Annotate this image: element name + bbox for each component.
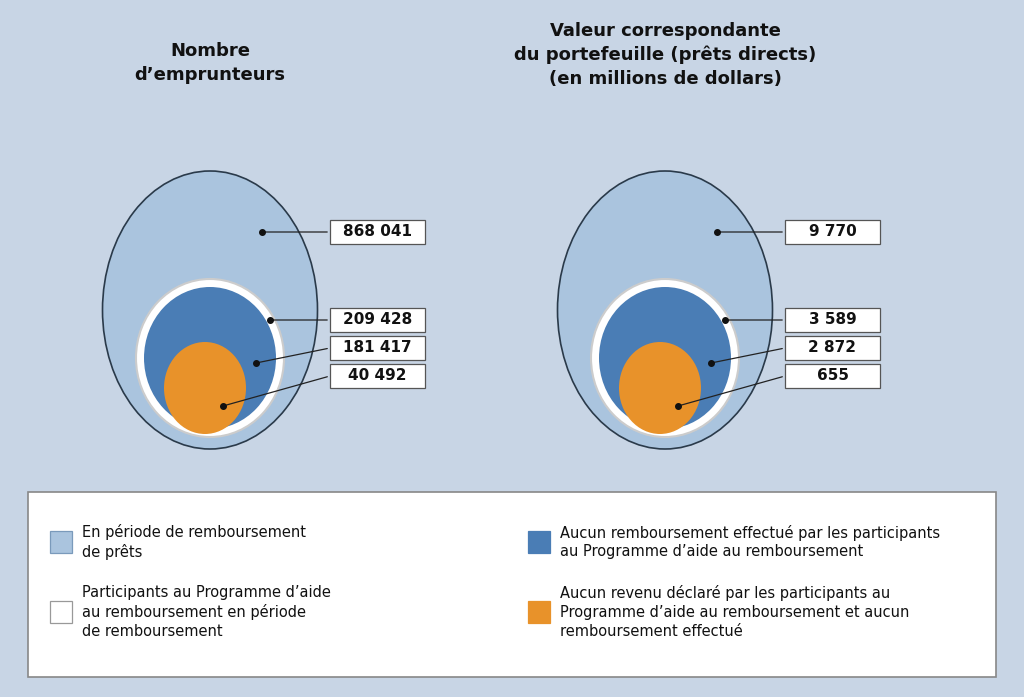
Ellipse shape xyxy=(591,279,739,437)
Text: 3 589: 3 589 xyxy=(809,312,856,328)
Text: Nombre
d’emprunteurs: Nombre d’emprunteurs xyxy=(134,42,286,84)
Text: 40 492: 40 492 xyxy=(348,369,407,383)
Text: 9 770: 9 770 xyxy=(809,224,856,240)
Text: 209 428: 209 428 xyxy=(343,312,412,328)
FancyBboxPatch shape xyxy=(785,336,880,360)
Ellipse shape xyxy=(144,287,276,429)
Ellipse shape xyxy=(618,342,701,434)
FancyBboxPatch shape xyxy=(330,308,425,332)
Text: Valeur correspondante
du portefeuille (prêts directs)
(en millions de dollars): Valeur correspondante du portefeuille (p… xyxy=(514,22,816,88)
FancyBboxPatch shape xyxy=(330,364,425,388)
Text: 868 041: 868 041 xyxy=(343,224,412,240)
Ellipse shape xyxy=(599,287,731,429)
FancyBboxPatch shape xyxy=(785,364,880,388)
Ellipse shape xyxy=(102,171,317,449)
Ellipse shape xyxy=(164,342,246,434)
Text: Participants au Programme d’aide
au remboursement en période
de remboursement: Participants au Programme d’aide au remb… xyxy=(82,585,331,638)
Text: En période de remboursement
de prêts: En période de remboursement de prêts xyxy=(82,524,306,560)
Text: Aucun revenu déclaré par les participants au
Programme d’aide au remboursement e: Aucun revenu déclaré par les participant… xyxy=(560,585,909,638)
FancyBboxPatch shape xyxy=(28,492,996,677)
Text: 655: 655 xyxy=(816,369,849,383)
FancyBboxPatch shape xyxy=(528,601,550,623)
Text: Aucun remboursement effectué par les participants
au Programme d’aide au rembour: Aucun remboursement effectué par les par… xyxy=(560,525,940,559)
FancyBboxPatch shape xyxy=(50,531,72,553)
FancyBboxPatch shape xyxy=(785,220,880,244)
FancyBboxPatch shape xyxy=(50,601,72,623)
FancyBboxPatch shape xyxy=(330,336,425,360)
Text: 181 417: 181 417 xyxy=(343,341,412,355)
Ellipse shape xyxy=(557,171,772,449)
Text: 2 872: 2 872 xyxy=(809,341,856,355)
FancyBboxPatch shape xyxy=(528,531,550,553)
Ellipse shape xyxy=(136,279,284,437)
FancyBboxPatch shape xyxy=(785,308,880,332)
FancyBboxPatch shape xyxy=(330,220,425,244)
